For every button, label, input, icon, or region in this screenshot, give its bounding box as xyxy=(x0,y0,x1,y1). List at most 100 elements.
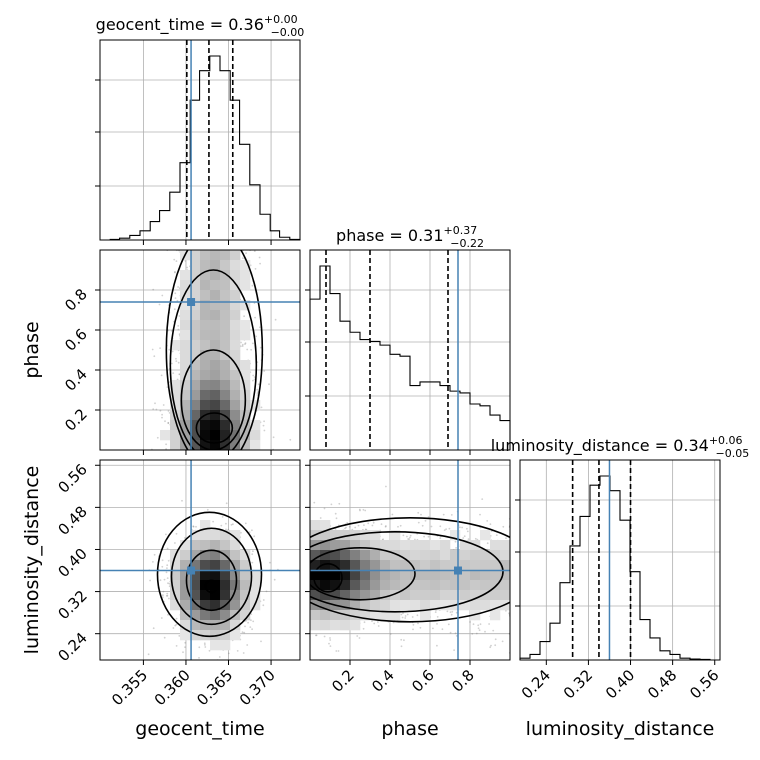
scatter-point xyxy=(382,538,384,541)
panel-frame xyxy=(519,459,721,661)
density-cell xyxy=(230,390,241,401)
density-cell xyxy=(190,260,201,271)
scatter-point xyxy=(152,288,155,291)
contour-line xyxy=(195,412,234,444)
density-cell xyxy=(320,520,331,531)
scatter-point xyxy=(245,252,248,255)
scatter-point xyxy=(165,443,168,446)
scatter-point xyxy=(486,520,489,522)
density-cell xyxy=(230,620,241,631)
scatter-point xyxy=(443,529,446,531)
tick-label-luminosity-distance: 0.24 xyxy=(54,629,90,665)
scatter-point xyxy=(161,413,164,416)
contour-line xyxy=(170,527,253,626)
tick-label-phase: 0.8 xyxy=(61,285,91,315)
density-cell xyxy=(500,580,510,591)
density-cell xyxy=(200,520,211,531)
density-cell xyxy=(310,570,321,581)
density-cell xyxy=(210,250,221,261)
scatter-point xyxy=(416,614,419,617)
density-cell xyxy=(320,560,331,571)
scatter-point xyxy=(166,595,168,597)
scatter-point xyxy=(423,535,425,538)
density-cell xyxy=(320,590,331,601)
contour-line xyxy=(310,546,416,601)
density-cell xyxy=(220,290,231,301)
density-cell xyxy=(180,330,191,341)
density-cell xyxy=(350,590,361,601)
scatter-point xyxy=(445,528,447,530)
scatter-point xyxy=(248,531,251,533)
scatter-point xyxy=(289,438,292,441)
density-cell xyxy=(310,520,321,531)
density-cell xyxy=(480,530,491,541)
density-cell xyxy=(370,550,381,561)
scatter-point xyxy=(155,408,158,411)
scatter-point xyxy=(186,665,188,667)
density-cell xyxy=(190,310,201,321)
scatter-point xyxy=(152,627,155,630)
scatter-point xyxy=(192,525,195,528)
scatter-point xyxy=(323,635,326,638)
density-cell xyxy=(320,550,331,561)
scatter-point xyxy=(242,257,244,259)
scatter-point xyxy=(345,526,347,529)
scatter-point xyxy=(253,535,256,538)
scatter-point xyxy=(330,503,333,506)
scatter-point xyxy=(442,513,445,516)
scatter-point xyxy=(162,590,165,593)
scatter-point xyxy=(356,635,359,637)
density-cell xyxy=(230,590,241,601)
density-cell xyxy=(380,610,391,621)
scatter-point xyxy=(257,383,260,386)
scatter-point xyxy=(167,613,169,616)
scatter-point xyxy=(152,561,154,563)
scatter-point xyxy=(377,625,380,627)
density-cell xyxy=(360,610,371,621)
density-cell xyxy=(330,590,341,601)
density-cell xyxy=(180,300,191,311)
scatter-point xyxy=(170,362,173,365)
scatter-point xyxy=(412,623,415,626)
scatter-point xyxy=(230,523,233,526)
density-cell xyxy=(470,570,481,581)
density-cell xyxy=(180,310,191,321)
density-cell xyxy=(340,600,351,611)
scatter-point xyxy=(346,522,349,524)
scatter-point xyxy=(158,303,161,306)
scatter-point xyxy=(262,604,265,607)
density-cell xyxy=(190,410,201,421)
density-cell xyxy=(210,360,221,371)
scatter-point xyxy=(166,592,169,595)
scatter-point xyxy=(462,537,465,539)
tick-label-luminosity-distance: 0.32 xyxy=(54,587,90,623)
density-cell xyxy=(500,540,510,551)
density-cell xyxy=(380,570,391,581)
density-cell xyxy=(330,580,341,591)
density-cell xyxy=(240,430,251,441)
density-cell xyxy=(170,380,181,391)
density-cell xyxy=(490,550,501,561)
density-cell xyxy=(180,560,191,571)
scatter-point xyxy=(251,553,254,556)
density-cell xyxy=(370,610,381,621)
density-cell xyxy=(390,570,401,581)
scatter-point xyxy=(161,294,164,297)
tick-labels: 0.355 0.360 0.365 0.370 0.2 0.4 0.6 0.8 0.24 0.32… xyxy=(54,285,722,709)
density-cell xyxy=(180,290,191,301)
scatter-point xyxy=(335,650,338,652)
density-cell xyxy=(200,430,211,441)
density-cell xyxy=(320,600,331,611)
scatter-point xyxy=(256,392,259,395)
tick-label-luminosity-distance: 0.32 xyxy=(560,666,596,702)
scatter-point xyxy=(475,632,478,635)
density-cell xyxy=(210,390,221,401)
density-cell xyxy=(190,590,201,601)
scatter-point xyxy=(182,651,184,654)
density-cell xyxy=(220,640,231,651)
scatter-point xyxy=(417,511,420,514)
density-cell xyxy=(210,550,221,561)
density-cell xyxy=(200,360,211,371)
scatter-point xyxy=(451,610,454,613)
density-cell xyxy=(490,570,501,581)
